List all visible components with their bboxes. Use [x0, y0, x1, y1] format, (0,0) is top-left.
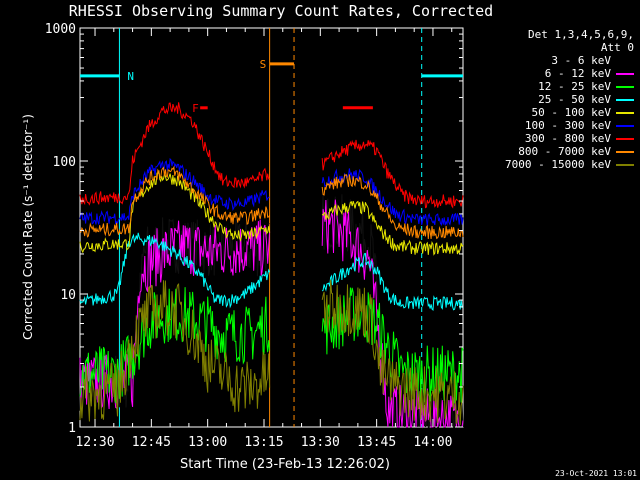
interval-label-n: N — [127, 70, 134, 83]
series-line — [79, 165, 271, 238]
chart-title: RHESSI Observing Summary Count Rates, Co… — [69, 2, 493, 20]
legend-entry: 100 - 300 keV — [484, 119, 634, 132]
legend-entry-label: 6 - 12 keV — [544, 67, 611, 80]
x-tick-label: 13:45 — [357, 435, 396, 450]
legend-entry: 50 - 100 keV — [484, 106, 634, 119]
x-tick-label: 13:30 — [301, 435, 340, 450]
legend-swatch — [616, 85, 634, 88]
series-line — [79, 102, 270, 206]
legend-attenuator-line: Att 0 — [600, 41, 634, 54]
legend-detector-line: Det 1,3,4,5,6,9, — [528, 28, 634, 41]
plot-axes — [79, 27, 464, 428]
series-line — [321, 252, 464, 311]
x-tick-label: 14:00 — [413, 435, 452, 450]
legend-entry: 6 - 12 keV — [484, 67, 634, 80]
legend-swatch — [616, 150, 634, 153]
legend-entry-label: 300 - 800 keV — [524, 132, 611, 145]
legend-swatch — [616, 72, 634, 75]
series-line — [321, 199, 464, 429]
legend-entry-label: 800 - 7000 keV — [518, 145, 611, 158]
series-line — [321, 139, 464, 209]
legend-entry-label: 7000 - 15000 keV — [505, 158, 611, 171]
legend-entry: 800 - 7000 keV — [484, 145, 634, 158]
series-line — [321, 174, 464, 240]
legend-swatch — [616, 59, 634, 62]
plot-frame — [79, 27, 464, 428]
legend-entry-label: 100 - 300 keV — [524, 119, 611, 132]
legend-entry-label: 50 - 100 keV — [531, 106, 611, 119]
legend-swatch — [616, 137, 634, 140]
series-line — [79, 170, 271, 254]
legend-entry: 12 - 25 keV — [484, 80, 634, 93]
legend-swatch — [616, 163, 634, 166]
y-tick-label: 1000 — [45, 22, 76, 37]
legend: Det 1,3,4,5,6,9, Att 0 3 - 6 keV 6 - 12 k… — [484, 28, 634, 171]
legend-entry: 3 - 6 keV — [484, 54, 634, 67]
x-tick-label: 12:30 — [75, 435, 114, 450]
x-tick-label: 13:15 — [244, 435, 283, 450]
generation-timestamp: 23-Oct-2021 13:01 — [555, 469, 637, 478]
y-tick-label: 1 — [68, 421, 76, 436]
x-axis-label: Start Time (23-Feb-13 12:26:02) — [180, 457, 390, 472]
legend-entry: 300 - 800 keV — [484, 132, 634, 145]
legend-entry-label: 3 - 6 keV — [551, 54, 611, 67]
legend-entry: 7000 - 15000 keV — [484, 158, 634, 171]
axis-ticks: 1 10 100 1000 12:30 12:45 13:00 13:15 13:30 13:45… — [45, 22, 463, 450]
legend-swatch — [616, 111, 634, 114]
series-line — [79, 219, 271, 410]
y-tick-label: 10 — [60, 288, 76, 303]
interval-label-s: S — [260, 58, 267, 71]
energy-band-series — [79, 102, 464, 429]
series-line — [79, 280, 271, 422]
legend-swatch — [616, 124, 634, 127]
interval-label-f: F — [192, 102, 199, 115]
y-axis-label: Corrected Count Rate (s⁻¹ detector⁻¹) — [21, 114, 35, 340]
x-tick-label: 12:45 — [132, 435, 171, 450]
series-line — [321, 287, 464, 404]
x-tick-label: 13:00 — [188, 435, 227, 450]
series-line — [79, 232, 271, 309]
legend-entry-label: 12 - 25 keV — [538, 80, 611, 93]
series-line — [321, 200, 464, 256]
legend-entry-label: 25 - 50 keV — [538, 93, 611, 106]
legend-swatch — [616, 98, 634, 101]
series-line — [79, 157, 270, 225]
series-line — [321, 279, 464, 425]
y-tick-label: 100 — [53, 155, 76, 170]
legend-entry: 25 - 50 keV — [484, 93, 634, 106]
time-interval-annotations: N F S — [80, 28, 463, 427]
